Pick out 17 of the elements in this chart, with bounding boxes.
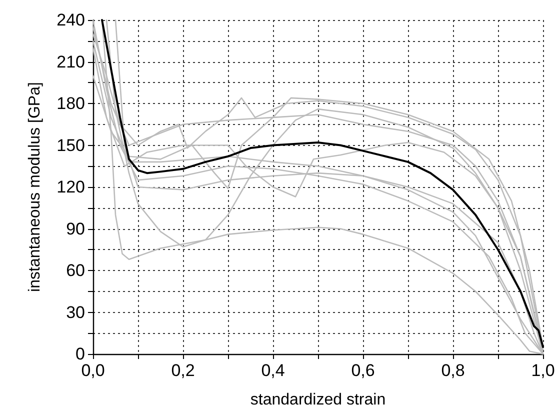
x-tick-label: 0,4 xyxy=(261,361,285,380)
y-tick-label: 180 xyxy=(56,94,85,113)
y-tick-label: 60 xyxy=(66,261,85,280)
y-tick-label: 240 xyxy=(56,10,85,30)
y-tick-label: 90 xyxy=(66,219,85,238)
y-tick-label: 210 xyxy=(56,52,85,72)
x-tick-label: 0,6 xyxy=(351,361,375,380)
x-tick-label: 0,8 xyxy=(441,361,465,380)
y-tick-label: 120 xyxy=(56,178,85,196)
x-tick-label: 0,2 xyxy=(171,361,195,380)
x-axis-title: standardized strain xyxy=(250,392,386,408)
y-tick-label: 30 xyxy=(66,302,85,322)
y-tick-label: 0 xyxy=(76,344,85,364)
y-tick-label: 150 xyxy=(56,136,85,155)
y-axis-title: instantaneous modulus [GPa] xyxy=(26,82,44,292)
x-tick-label: 1,0 xyxy=(531,361,555,380)
x-tick-label: 0,0 xyxy=(81,361,105,380)
